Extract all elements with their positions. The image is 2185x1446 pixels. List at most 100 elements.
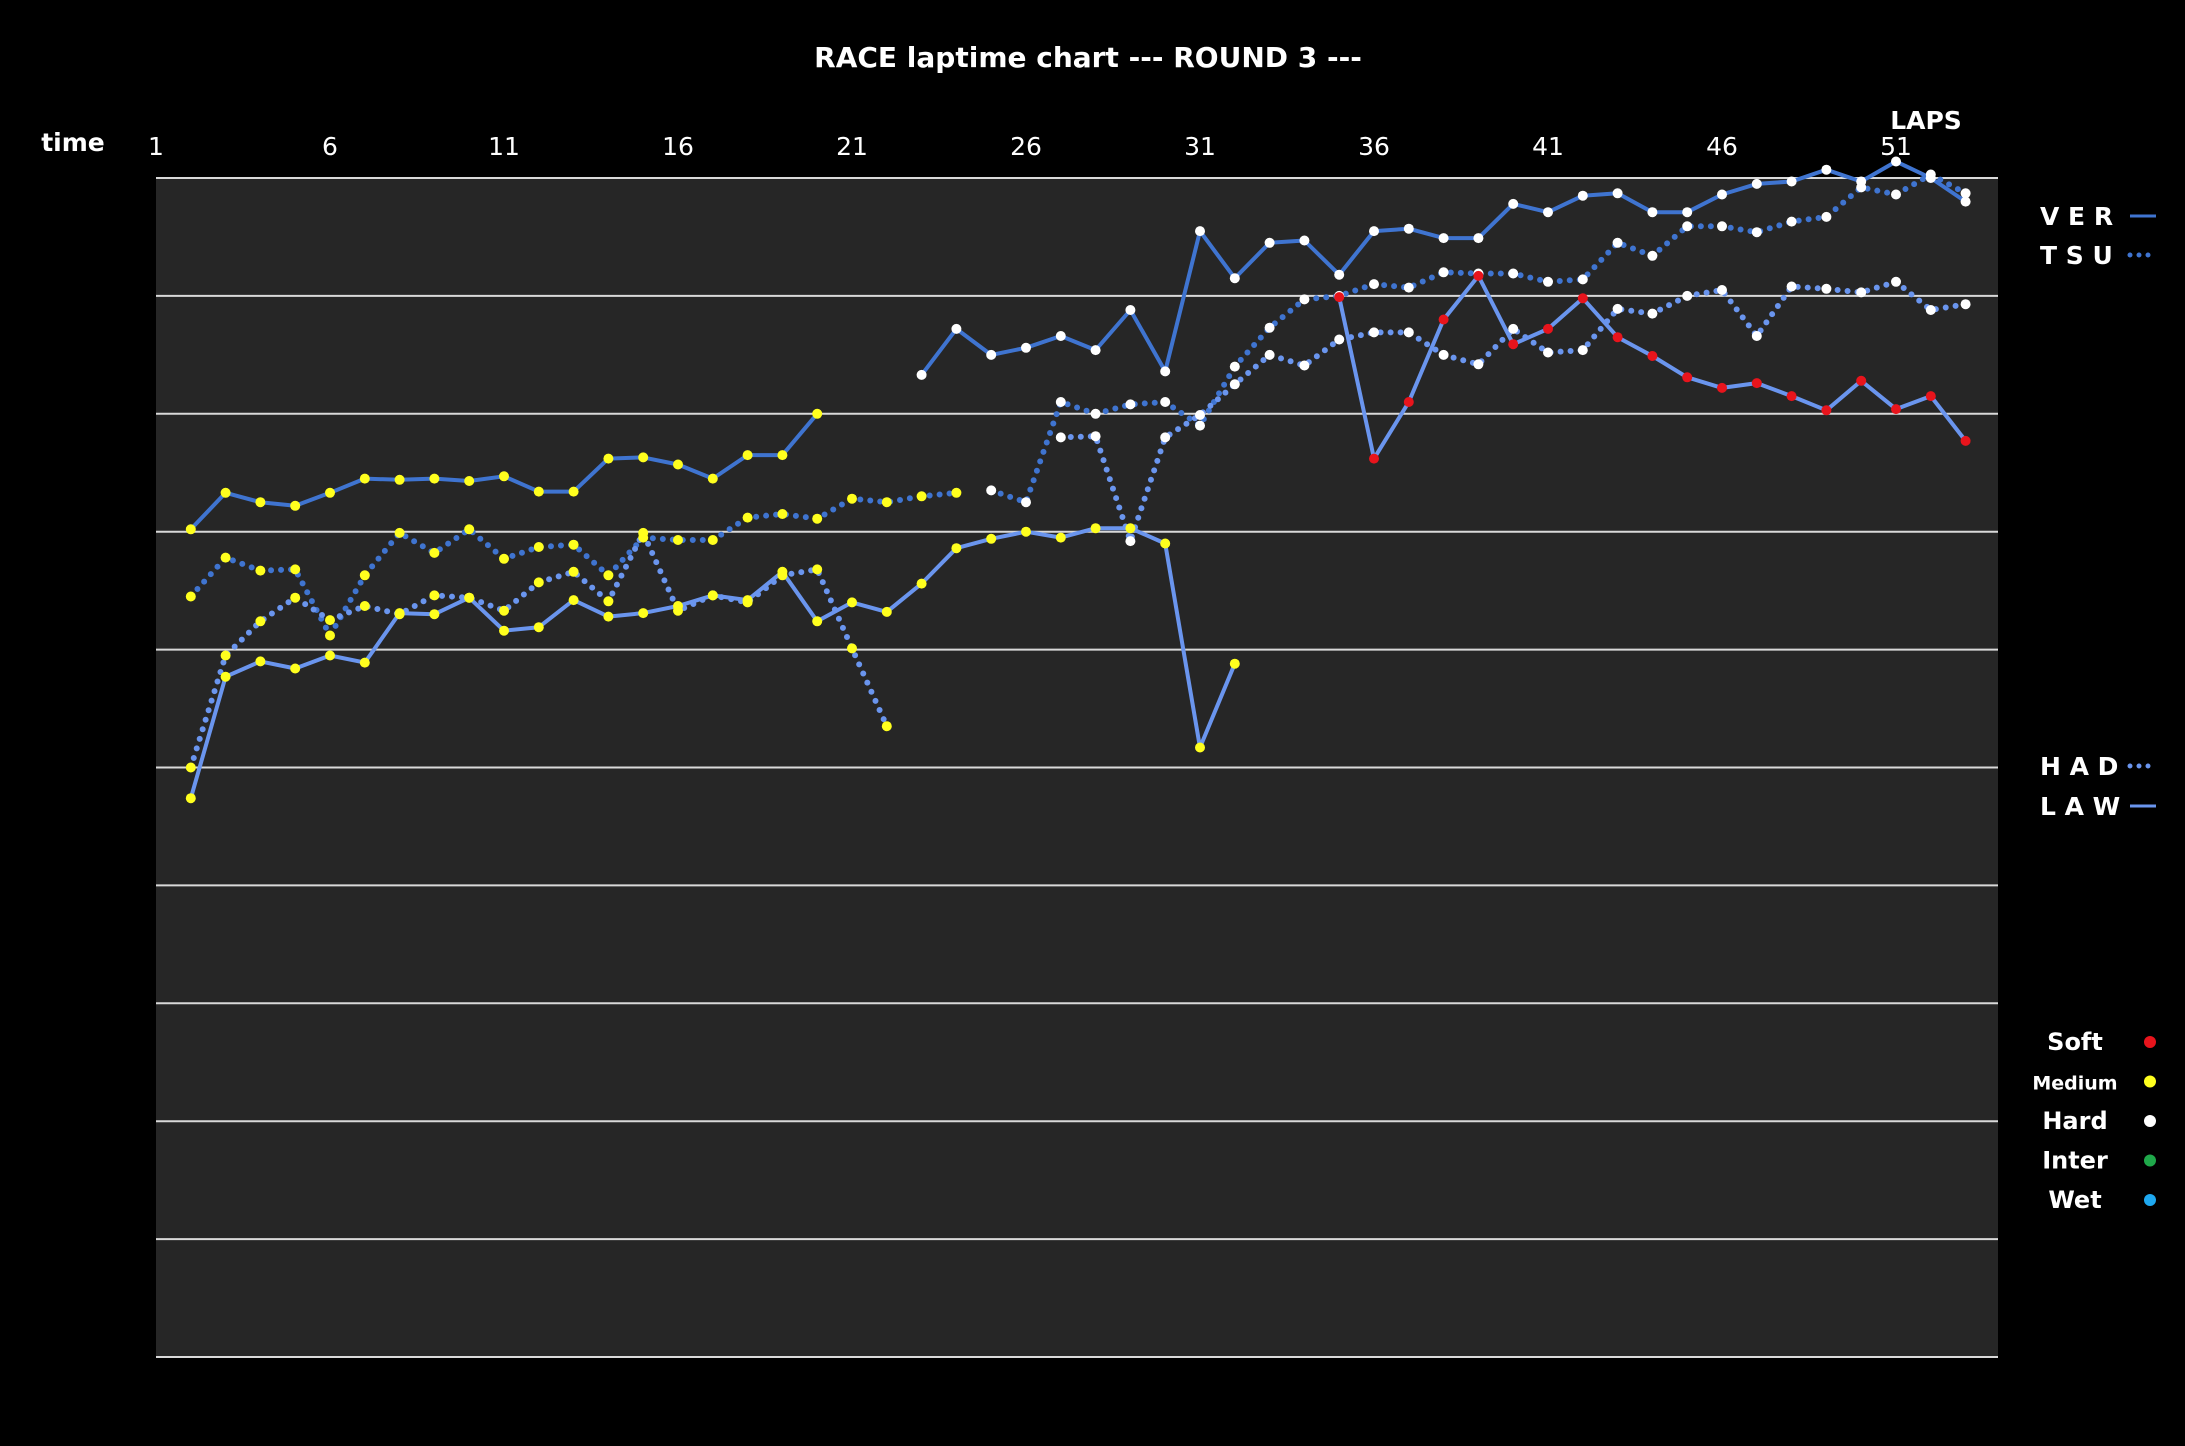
point-tsu [1264, 322, 1275, 333]
point-ver [1508, 198, 1519, 209]
point-ver [1473, 233, 1484, 244]
point-had [1160, 432, 1171, 443]
x-tick-labels: 1 6 11 16 21 26 31 36 41 46 51 [148, 132, 1912, 161]
point-law [1160, 538, 1171, 549]
point-law [568, 595, 579, 606]
point-had [359, 601, 370, 611]
point-law [1960, 435, 1971, 446]
point-tsu [1751, 227, 1762, 238]
point-tsu [533, 542, 544, 552]
point-had [1821, 283, 1832, 294]
point-had [1856, 287, 1867, 298]
legend-drivers-mid: H A D L A W [2040, 752, 2159, 821]
point-had [1299, 360, 1310, 371]
point-tsu [1438, 267, 1449, 278]
point-law [1682, 372, 1693, 383]
legend-label: T S U [2040, 241, 2113, 270]
point-tsu [1090, 408, 1101, 419]
x-axis-label: LAPS [1890, 106, 1962, 135]
point-ver [1160, 366, 1171, 377]
point-tsu [1160, 397, 1171, 407]
point-had [847, 643, 857, 654]
point-ver [359, 473, 370, 484]
point-tsu [777, 509, 788, 519]
point-ver [812, 408, 823, 419]
point-had [568, 566, 579, 577]
point-tsu [220, 552, 231, 563]
point-ver [220, 487, 231, 498]
point-ver [1891, 156, 1901, 167]
point-tsu [986, 485, 997, 496]
point-had [533, 577, 544, 588]
point-ver [568, 486, 579, 497]
point-tsu [881, 497, 892, 508]
point-had [220, 650, 231, 661]
point-tsu [1021, 497, 1031, 508]
point-had [1438, 349, 1449, 360]
point-tsu [394, 527, 405, 538]
point-ver [499, 471, 509, 482]
point-had [1264, 349, 1275, 360]
point-law [359, 657, 370, 668]
point-ver [1055, 331, 1066, 341]
point-ver [742, 450, 753, 461]
point-law [1647, 351, 1658, 361]
point-tsu [1125, 399, 1136, 410]
point-ver [777, 450, 788, 461]
x-tick-label: 21 [836, 132, 868, 161]
point-ver [533, 486, 544, 497]
point-law [1612, 332, 1623, 343]
point-tsu [1577, 274, 1588, 285]
x-tick-label: 36 [1358, 132, 1390, 161]
point-ver [1090, 345, 1101, 356]
x-tick-label: 1 [148, 132, 164, 161]
point-tsu [499, 553, 509, 564]
point-tsu [1508, 268, 1519, 279]
point-law [1021, 526, 1031, 537]
point-tsu [1195, 420, 1205, 431]
point-had [1090, 431, 1101, 442]
y-axis-label: time [41, 128, 105, 157]
point-law [1438, 314, 1449, 325]
point-law [638, 608, 649, 619]
point-law [742, 595, 753, 606]
point-ver [255, 497, 266, 508]
point-had [1786, 281, 1797, 292]
compound-legend-dot [2144, 1115, 2156, 1127]
point-law [1195, 742, 1205, 753]
point-law [1925, 391, 1936, 402]
point-tsu [812, 513, 823, 524]
point-tsu [290, 564, 301, 575]
compound-legend-label: Medium [2032, 1073, 2117, 1095]
point-tsu [707, 535, 718, 545]
point-ver [1369, 226, 1379, 237]
point-law [673, 601, 683, 611]
point-law [394, 608, 405, 619]
point-had [1403, 327, 1414, 338]
point-had [1473, 359, 1484, 370]
legend-label: H A D [2040, 752, 2118, 781]
point-tsu [916, 491, 927, 502]
point-law [1125, 523, 1136, 534]
point-law [499, 625, 509, 636]
point-ver [951, 323, 962, 334]
point-tsu [325, 630, 335, 641]
point-tsu [1055, 397, 1066, 407]
point-tsu [185, 591, 196, 602]
point-law [1369, 453, 1379, 464]
point-tsu [1821, 211, 1832, 222]
point-had [499, 605, 509, 616]
point-law [1055, 532, 1066, 543]
compound-legend-dot [2144, 1036, 2156, 1048]
point-ver [429, 473, 440, 484]
point-ver [986, 349, 997, 360]
point-had [429, 590, 440, 601]
x-tick-label: 31 [1184, 132, 1216, 161]
point-ver [1125, 305, 1136, 315]
compound-legend-dot [2144, 1194, 2156, 1206]
point-had [1925, 305, 1936, 315]
point-had [881, 721, 892, 732]
point-had [1543, 347, 1553, 358]
point-tsu [464, 524, 475, 535]
x-tick-label: 11 [488, 132, 520, 161]
